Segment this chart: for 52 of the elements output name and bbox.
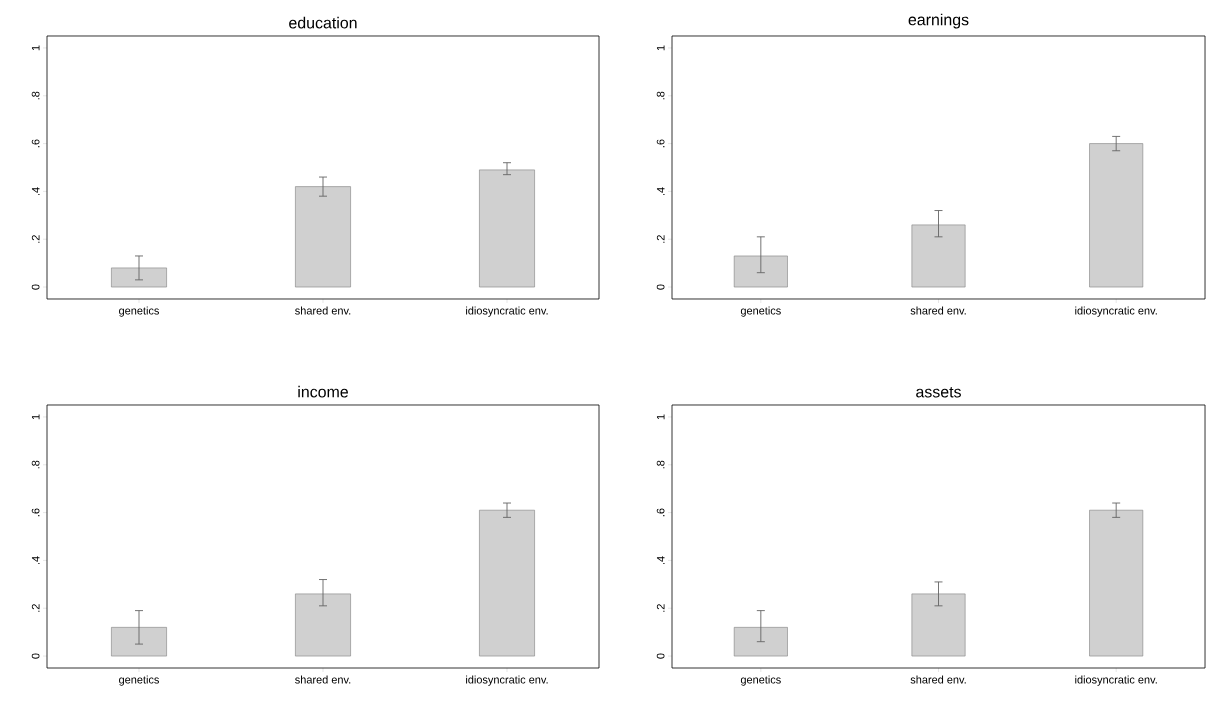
y-tick-label: 0 xyxy=(31,653,40,659)
x-tick-label: idiosyncratic env. xyxy=(466,675,548,686)
bar xyxy=(733,627,788,657)
bar xyxy=(733,255,788,288)
chart-title: education xyxy=(289,16,357,29)
y-tick-label: .2 xyxy=(31,604,40,612)
bar xyxy=(911,224,966,288)
x-tick-label: genetics xyxy=(740,306,781,317)
bar xyxy=(911,593,966,657)
chart-title: income xyxy=(298,385,348,398)
y-tick-label: .4 xyxy=(31,556,40,564)
y-tick-label: 1 xyxy=(31,414,40,420)
y-tick-label: 0 xyxy=(656,284,665,290)
y-tick-label: 1 xyxy=(31,45,40,51)
y-tick-label: .6 xyxy=(31,508,40,517)
y-tick-label: 1 xyxy=(656,414,665,420)
bar xyxy=(295,593,351,657)
x-tick-label: shared env. xyxy=(910,306,966,315)
bar xyxy=(111,267,167,288)
x-tick-label: idiosyncratic env. xyxy=(466,306,548,317)
bar xyxy=(295,186,351,288)
y-tick-label: .4 xyxy=(656,187,665,195)
chart-title: assets xyxy=(916,387,961,398)
x-tick-label: idiosyncratic env. xyxy=(1075,675,1157,686)
x-tick-label: genetics xyxy=(119,306,159,317)
bar xyxy=(1089,143,1144,288)
chart-title: earnings xyxy=(908,13,969,29)
y-tick-label: .2 xyxy=(656,604,665,612)
bar xyxy=(479,509,535,657)
x-tick-label: genetics xyxy=(119,675,159,686)
y-tick-label: .8 xyxy=(656,460,665,469)
y-tick-label: .6 xyxy=(656,139,665,148)
x-tick-label: genetics xyxy=(740,675,781,686)
y-tick-label: .8 xyxy=(656,91,665,100)
y-tick-label: 1 xyxy=(656,45,665,51)
y-tick-label: .2 xyxy=(31,235,40,243)
y-tick-label: .2 xyxy=(656,235,665,243)
x-tick-label: shared env. xyxy=(295,675,351,684)
bar xyxy=(1089,509,1144,657)
bar xyxy=(111,627,167,657)
x-tick-label: idiosyncratic env. xyxy=(1075,306,1157,317)
y-tick-label: .6 xyxy=(31,139,40,148)
y-tick-label: .6 xyxy=(656,508,665,517)
y-tick-label: .4 xyxy=(31,187,40,195)
y-tick-label: .8 xyxy=(31,460,40,469)
x-tick-label: shared env. xyxy=(295,306,351,315)
y-tick-label: 0 xyxy=(656,653,665,659)
y-tick-label: 0 xyxy=(31,284,40,290)
x-tick-label: shared env. xyxy=(910,675,966,684)
bar xyxy=(479,169,535,288)
y-tick-label: .8 xyxy=(31,91,40,100)
y-tick-label: .4 xyxy=(656,556,665,564)
